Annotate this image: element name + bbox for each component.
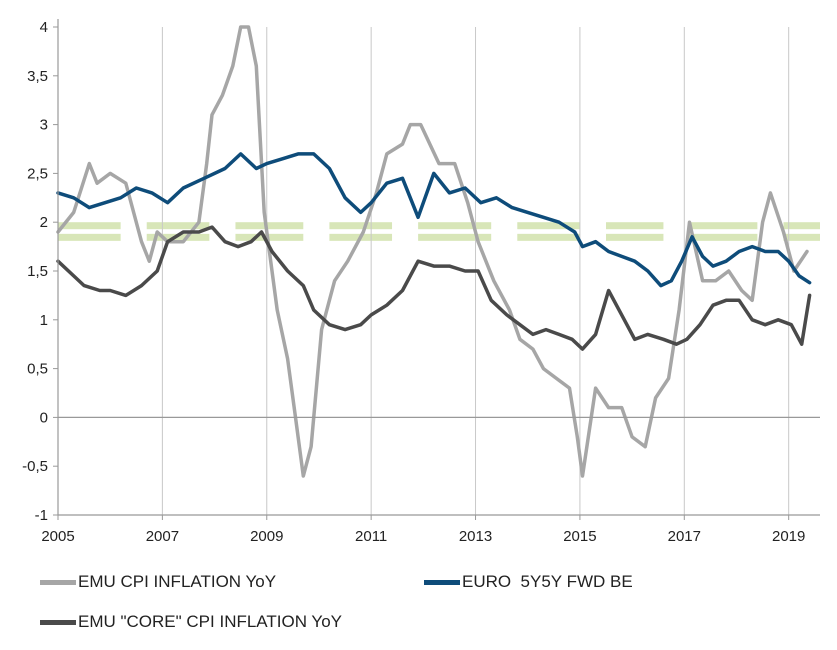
series-line-0: [56, 25, 809, 478]
y-tick-label: 2,5: [27, 165, 48, 182]
x-tick-label: 2007: [146, 528, 179, 545]
y-tick-label: 0,5: [27, 361, 48, 378]
legend: EMU CPI INFLATION YoY EURO 5Y5Y FWD BE E…: [0, 560, 837, 650]
target-band-upper-0: [58, 222, 121, 230]
target-band-lower-7: [689, 233, 758, 241]
target-band-upper-3: [329, 222, 393, 230]
legend-label-5y5y: EURO 5Y5Y FWD BE: [462, 572, 633, 591]
target-band-lower-2: [235, 233, 304, 241]
y-tick-label: -1: [35, 507, 48, 524]
y-tick-label: 1,5: [27, 263, 48, 280]
legend-swatch-core: [40, 619, 76, 625]
target-band-lower-4: [418, 233, 492, 241]
x-tick-label: 2015: [563, 528, 596, 545]
y-tick-label: 2: [40, 214, 48, 231]
legend-label-cpi: EMU CPI INFLATION YoY: [78, 572, 277, 591]
legend-item-5y5y: EURO 5Y5Y FWD BE: [424, 572, 633, 592]
x-tick-label: 2019: [772, 528, 805, 545]
gridlines: [161, 27, 790, 515]
y-tick-label: 4: [40, 19, 48, 36]
target-band-upper-1: [146, 222, 210, 230]
target-band-upper-7: [689, 222, 758, 230]
y-tick-label: 1: [40, 312, 48, 329]
target-band-upper-8: [783, 222, 820, 230]
target-band-upper-4: [418, 222, 492, 230]
legend-swatch-cpi: [40, 579, 76, 585]
target-band-upper-2: [235, 222, 304, 230]
legend-swatch-5y5y: [424, 579, 460, 585]
target-band-upper-6: [606, 222, 664, 230]
x-tick-label: 2011: [355, 528, 387, 545]
legend-label-core: EMU "CORE" CPI INFLATION YoY: [78, 612, 342, 631]
x-tick-label: 2017: [668, 528, 701, 545]
tick-labels: -1 -0,5 0 0,5 1 1,5 2 2,5 3 3,5 4 2005 2007 2009 2011 2…: [22, 19, 805, 545]
series-line-2: [56, 225, 812, 351]
y-tick-label: 3: [40, 117, 48, 134]
legend-item-core: EMU "CORE" CPI INFLATION YoY: [40, 612, 342, 632]
target-band-lower-5: [517, 233, 580, 241]
x-tick-label: 2005: [41, 528, 74, 545]
legend-item-cpi: EMU CPI INFLATION YoY: [40, 572, 276, 592]
target-band-lower-6: [606, 233, 664, 241]
series-lines: [56, 25, 812, 478]
x-tick-label: 2013: [459, 528, 492, 545]
x-tick-label: 2009: [250, 528, 283, 545]
series-line-1: [56, 152, 812, 288]
y-tick-label: 3,5: [27, 68, 48, 85]
target-band-lower-1: [146, 233, 210, 241]
axes: [53, 19, 820, 520]
chart: -1 -0,5 0 0,5 1 1,5 2 2,5 3 3,5 4 2005 2007 2009 2011 2…: [22, 19, 820, 545]
y-tick-label: -0,5: [22, 458, 48, 475]
target-band-lower-0: [58, 233, 121, 241]
target-band-upper-5: [517, 222, 580, 230]
y-tick-label: 0: [40, 409, 48, 426]
target-band-lower-8: [783, 233, 820, 241]
